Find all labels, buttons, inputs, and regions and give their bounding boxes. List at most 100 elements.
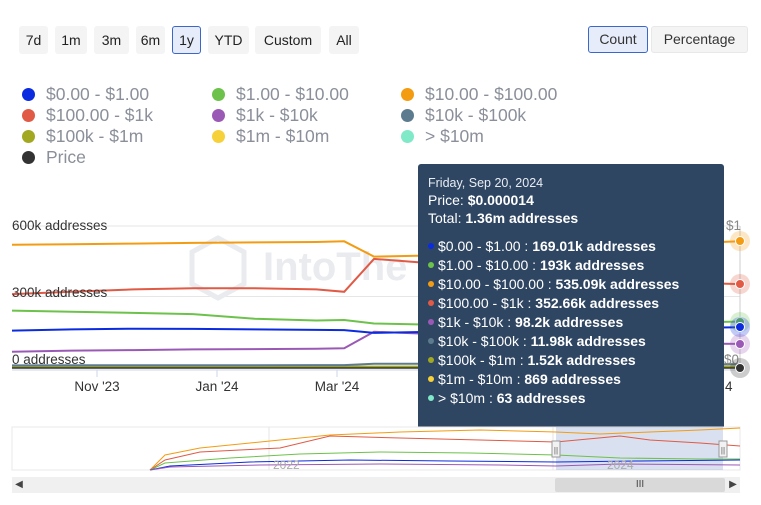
tooltip-total-label: Total: xyxy=(428,210,462,226)
tooltip-row-label: $100.00 - $1k : xyxy=(438,295,536,311)
tooltip-row-marker xyxy=(428,338,434,344)
series-end-marker xyxy=(735,322,745,333)
tooltip-row-marker xyxy=(428,319,434,325)
navigator-scrollbar[interactable]: ◀ III ▶ xyxy=(12,477,740,493)
range-button-ytd[interactable]: YTD xyxy=(208,26,249,54)
range-button-1m[interactable]: 1m xyxy=(55,26,87,54)
navigator-left-handle[interactable] xyxy=(551,440,561,458)
x-tick-jan-24: Jan '24 xyxy=(195,379,239,394)
tooltip-row: $1m - $10m : 869 addresses xyxy=(428,370,714,389)
tooltip-row: $100.00 - $1k : 352.66k addresses xyxy=(428,294,714,313)
legend-label: $1.00 - $10.00 xyxy=(236,84,349,104)
legend-dot xyxy=(22,130,35,143)
navigator-selection[interactable] xyxy=(556,427,723,470)
legend-dot xyxy=(401,109,414,122)
tooltip-price-label: Price: xyxy=(428,192,464,208)
navigator-series-line xyxy=(149,427,741,471)
legend-dot xyxy=(22,109,35,122)
mode-button-percentage[interactable]: Percentage xyxy=(651,26,748,53)
tooltip-row: $1.00 - $10.00 : 193k addresses xyxy=(428,256,714,275)
navigator-handle-grip: || xyxy=(554,446,558,455)
tooltip-row-marker xyxy=(428,243,434,249)
y-axis-label-0: 0 addresses xyxy=(12,352,86,367)
tooltip-row-marker xyxy=(428,376,434,382)
tooltip-row-marker xyxy=(428,281,434,287)
tooltip-row: > $10m : 63 addresses xyxy=(428,389,714,408)
tooltip-date: Friday, Sep 20, 2024 xyxy=(428,176,544,190)
tooltip-row-label: $100k - $1m : xyxy=(438,352,528,368)
scroll-right-icon[interactable]: ▶ xyxy=(729,479,737,490)
range-button-1y[interactable]: 1y xyxy=(172,26,201,54)
legend-dot xyxy=(212,109,225,122)
tooltip-total-value: 1.36m addresses xyxy=(465,210,579,226)
right-axis-label-0: $0 xyxy=(724,352,740,367)
tooltip-row-label: $1m - $10m : xyxy=(438,371,525,387)
range-button-6m[interactable]: 6m xyxy=(136,26,165,54)
navigator-handle-grip: || xyxy=(721,446,725,455)
tooltip-total: Total: 1.36m addresses xyxy=(428,209,714,227)
legend-dot xyxy=(212,88,225,101)
navigator-series-line xyxy=(149,463,741,471)
y-axis-label-300k: 300k addresses xyxy=(12,285,108,300)
nav-label-2022: 2022 xyxy=(273,458,300,472)
tooltip-row-label: $10.00 - $100.00 : xyxy=(438,276,556,292)
legend-dot xyxy=(22,151,35,164)
price-end-marker xyxy=(735,363,745,373)
legend-label: $10.00 - $100.00 xyxy=(425,84,558,104)
scrollbar-thumb[interactable]: III xyxy=(555,478,725,492)
tooltip-price: Price: $0.000014 xyxy=(428,191,714,209)
tooltip-row: $10k - $100k : 11.98k addresses xyxy=(428,332,714,351)
tooltip-row-value: 352.66k addresses xyxy=(535,295,660,311)
range-button-all[interactable]: All xyxy=(329,26,359,54)
nav-label-2024: 2024 xyxy=(607,458,634,472)
tooltip-row-value: 869 addresses xyxy=(524,371,621,387)
x-tick-mar-24: Mar '24 xyxy=(314,379,360,394)
tooltip-rows: $0.00 - $1.00 : 169.01k addresses $1.00 -… xyxy=(428,237,714,408)
tooltip-row-value: 63 addresses xyxy=(496,390,586,406)
tooltip-row-value: 11.98k addresses xyxy=(530,333,646,349)
series-end-marker xyxy=(735,338,745,349)
navigator-right-handle[interactable] xyxy=(718,440,728,458)
tooltip-row-label: $10k - $100k : xyxy=(438,333,531,349)
scroll-left-icon[interactable]: ◀ xyxy=(15,479,23,490)
x-tick-nov-23: Nov '23 xyxy=(74,379,120,394)
tooltip-row-label: $1k - $10k : xyxy=(438,314,516,330)
legend-label: $0.00 - $1.00 xyxy=(46,84,150,104)
legend-label: $1m - $10m xyxy=(236,126,330,146)
series-end-marker xyxy=(735,279,745,290)
legend-dot xyxy=(212,130,225,143)
legend-dot xyxy=(401,88,414,101)
tooltip-row-marker xyxy=(428,262,434,268)
x-tick-partial: 4 xyxy=(725,379,733,394)
tooltip-row: $0.00 - $1.00 : 169.01k addresses xyxy=(428,237,714,256)
range-button-custom[interactable]: Custom xyxy=(255,26,321,54)
tooltip-row-label: $1.00 - $10.00 : xyxy=(438,257,540,273)
legend-label: $100k - $1m xyxy=(46,126,144,146)
tooltip-row-marker xyxy=(428,395,434,401)
tooltip-price-value: $0.000014 xyxy=(467,192,534,208)
tooltip-row-value: 535.09k addresses xyxy=(555,276,680,292)
tooltip-row: $1k - $10k : 98.2k addresses xyxy=(428,313,714,332)
mode-button-count[interactable]: Count xyxy=(588,26,648,53)
right-axis-label-1: $1 xyxy=(726,218,742,233)
tooltip-row: $10.00 - $100.00 : 535.09k addresses xyxy=(428,275,714,294)
legend-dot xyxy=(401,130,414,143)
series-end-marker xyxy=(735,236,745,247)
watermark-logo-icon xyxy=(189,235,247,301)
tooltip-row-value: 193k addresses xyxy=(539,257,645,273)
tooltip-row-label: $0.00 - $1.00 : xyxy=(438,238,533,254)
tooltip-row-value: 169.01k addresses xyxy=(532,238,656,254)
navigator-series-line xyxy=(149,435,741,471)
navigator-series-line xyxy=(149,459,741,471)
tooltip-row-marker xyxy=(428,357,434,363)
legend-label: Price xyxy=(46,147,86,167)
legend-dot xyxy=(22,88,35,101)
tooltip-row-value: 1.52k addresses xyxy=(527,352,636,368)
range-button-3m[interactable]: 3m xyxy=(94,26,129,54)
legend-label: $10k - $100k xyxy=(425,105,527,125)
range-button-7d[interactable]: 7d xyxy=(19,26,48,54)
navigator-series-line xyxy=(149,451,740,471)
tooltip-row-value: 98.2k addresses xyxy=(515,314,624,330)
